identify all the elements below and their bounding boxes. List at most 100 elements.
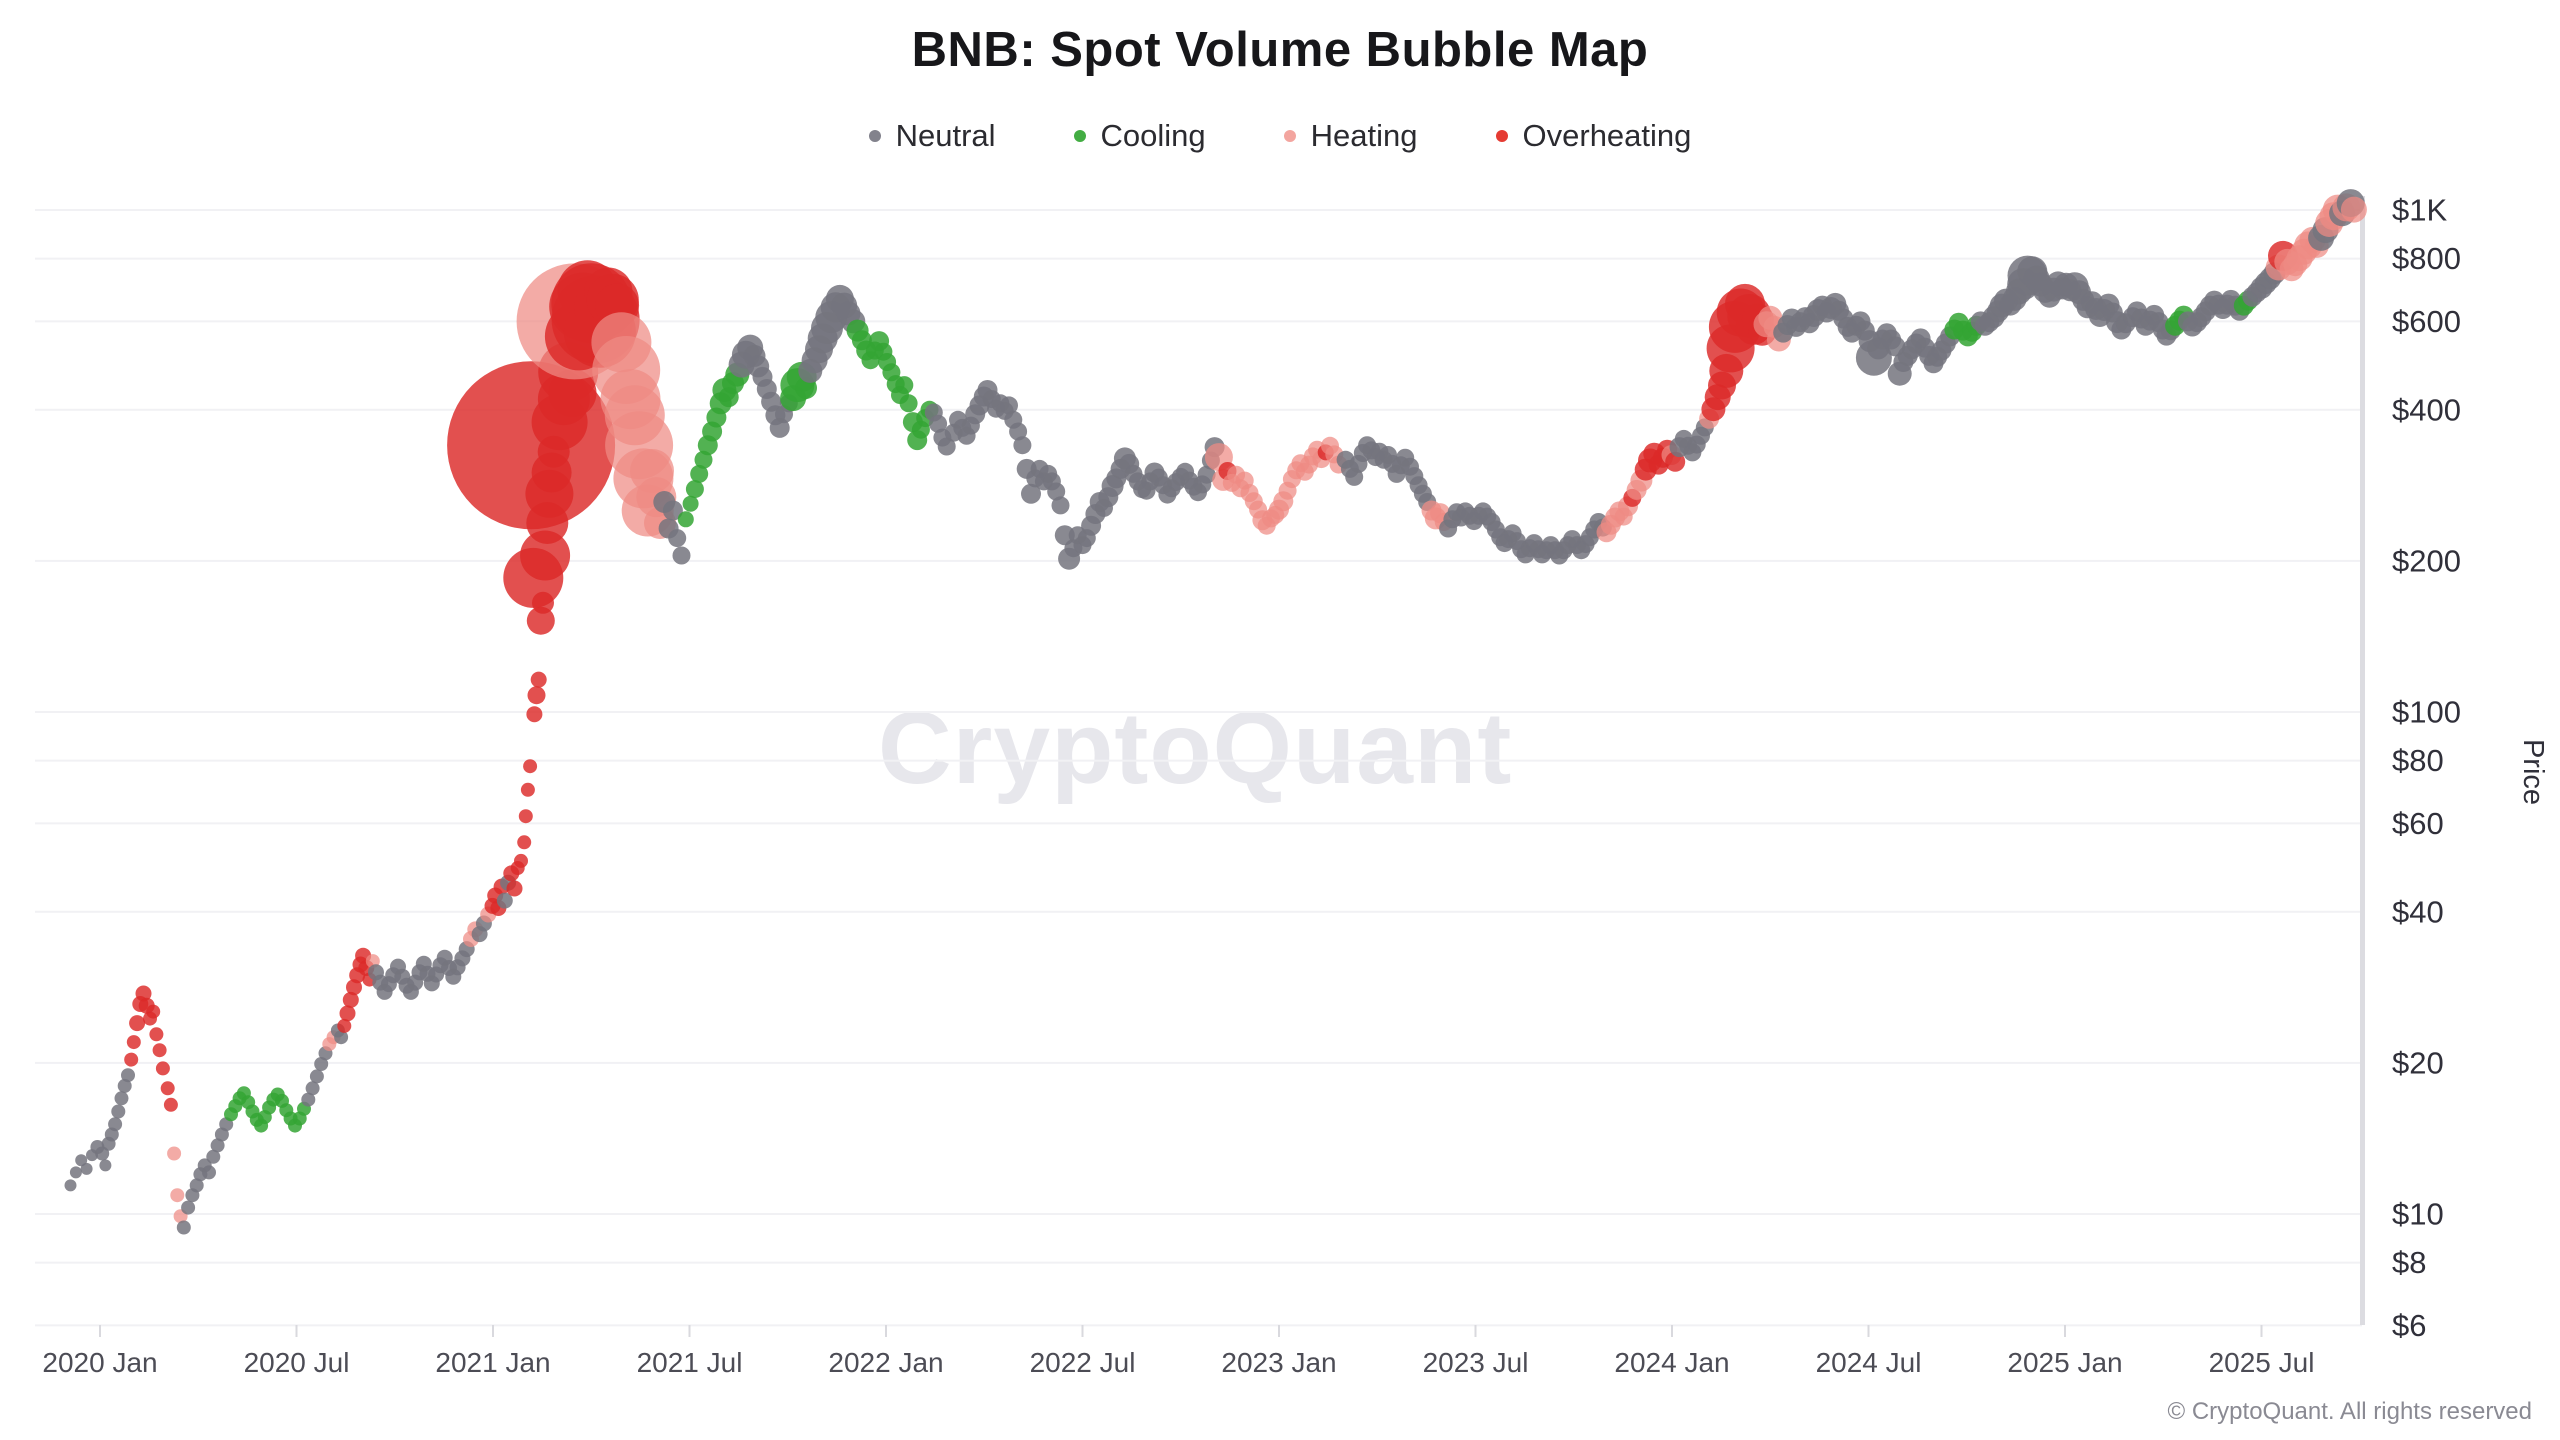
bubble-neutral xyxy=(111,1104,126,1119)
y-tick-label: $8 xyxy=(2392,1245,2426,1280)
bubble-cooling xyxy=(899,394,918,413)
bubble-overheating xyxy=(129,1015,146,1032)
bubble-overheating xyxy=(337,1018,352,1033)
bubble-cooling xyxy=(690,464,709,483)
bubble-neutral xyxy=(1013,436,1032,455)
bubble-overheating xyxy=(135,985,152,1002)
legend-item-neutral[interactable]: Neutral xyxy=(868,118,996,154)
bubble-overheating xyxy=(342,991,359,1008)
bubble-neutral xyxy=(937,437,956,456)
bubble-neutral xyxy=(181,1200,196,1215)
x-tick-label: 2022 Jan xyxy=(828,1347,943,1378)
bubble-neutral xyxy=(1051,496,1070,515)
bubble-overheating xyxy=(124,1052,139,1067)
bubble-overheating xyxy=(520,782,535,797)
y-tick-label: $200 xyxy=(2392,543,2461,578)
bubble-neutral xyxy=(309,1069,324,1084)
y-tick-label: $100 xyxy=(2392,695,2461,730)
bubble-overheating xyxy=(532,591,554,614)
bubble-cooling xyxy=(895,376,914,395)
bubble-neutral xyxy=(1047,482,1066,501)
y-tick-label: $40 xyxy=(2392,894,2444,929)
chart-legend: Neutral Cooling Heating Overheating xyxy=(0,118,2560,154)
bubble-overheating xyxy=(548,369,597,417)
bubble-neutral xyxy=(314,1057,329,1071)
y-axis-labels: $1K $800 $600 $400 $200 $100 $80 $60 $40 $20 $10 $8… xyxy=(2392,193,2549,1343)
bubble-overheating xyxy=(520,530,571,581)
y-tick-label: $80 xyxy=(2392,743,2444,778)
bubble-overheating xyxy=(152,1043,167,1058)
bubble-neutral xyxy=(929,414,948,433)
bubble-overheating xyxy=(160,1081,175,1096)
bubble-heating xyxy=(167,1146,182,1161)
legend-item-heating[interactable]: Heating xyxy=(1283,118,1418,154)
legend-dot-icon xyxy=(1495,130,1508,142)
legend-dot-icon xyxy=(1283,130,1296,142)
x-tick-label: 2023 Jan xyxy=(1221,1347,1336,1378)
bubble-overheating xyxy=(155,1061,170,1076)
legend-label: Cooling xyxy=(1100,118,1206,153)
y-tick-label: $20 xyxy=(2392,1045,2444,1080)
bubble-overheating xyxy=(514,853,528,868)
bubble-neutral xyxy=(1021,483,1041,504)
y-tick-label: $6 xyxy=(2392,1308,2426,1343)
bubble-overheating xyxy=(523,759,538,774)
bubble-overheating xyxy=(126,1035,141,1050)
bubble-overheating xyxy=(530,671,547,688)
bubble-neutral xyxy=(668,529,687,548)
legend-item-overheating[interactable]: Overheating xyxy=(1495,118,1692,154)
y-gridlines xyxy=(35,209,2362,1327)
bubble-neutral xyxy=(305,1081,320,1096)
legend-label: Heating xyxy=(1310,118,1418,153)
bubble-overheating xyxy=(146,1004,161,1019)
bubble-overheating xyxy=(526,606,555,635)
bubble-neutral xyxy=(301,1092,316,1107)
bubble-overheating xyxy=(526,706,543,723)
y-tick-label: $1K xyxy=(2392,193,2447,228)
y-axis-title: Price xyxy=(2517,739,2549,805)
bubble-neutral xyxy=(210,1138,225,1153)
bubble-neutral xyxy=(206,1149,221,1164)
bubble-cooling xyxy=(682,495,699,512)
bubbles xyxy=(64,189,2367,1235)
bubble-overheating xyxy=(506,880,523,897)
bubble-neutral xyxy=(117,1078,132,1093)
x-tick-label: 2020 Jul xyxy=(244,1347,350,1378)
bubble-overheating xyxy=(163,1097,178,1112)
bubble-overheating xyxy=(527,686,546,705)
bubble-neutral xyxy=(189,1178,204,1193)
bubble-neutral xyxy=(496,892,513,909)
axis-lines xyxy=(99,196,2365,1337)
bubble-neutral xyxy=(662,500,683,521)
bubble-neutral xyxy=(176,1220,191,1235)
bubble-neutral xyxy=(114,1091,129,1106)
bubble-neutral xyxy=(1009,422,1028,441)
bubble-neutral xyxy=(75,1154,88,1167)
bubble-cooling xyxy=(685,480,704,499)
x-tick-label: 2023 Jul xyxy=(1423,1347,1529,1378)
bubble-neutral xyxy=(202,1165,216,1180)
chart-title: BNB: Spot Volume Bubble Map xyxy=(911,23,1649,77)
x-tick-label: 2024 Jul xyxy=(1816,1347,1922,1378)
legend-dot-icon xyxy=(868,130,881,142)
x-tick-label: 2025 Jan xyxy=(2007,1347,2122,1378)
legend-dot-icon xyxy=(1073,130,1086,142)
bubble-overheating xyxy=(517,835,532,850)
bubble-neutral xyxy=(1197,465,1216,484)
bubble-neutral xyxy=(64,1179,77,1192)
bubble-neutral xyxy=(1000,396,1018,415)
y-tick-label: $10 xyxy=(2392,1197,2444,1232)
x-tick-label: 2021 Jan xyxy=(435,1347,550,1378)
legend-item-cooling[interactable]: Cooling xyxy=(1073,118,1206,154)
y-tick-label: $60 xyxy=(2392,806,2444,841)
legend-label: Overheating xyxy=(1522,118,1692,153)
watermark: CryptoQuant xyxy=(878,691,1513,805)
x-axis-labels: 2020 Jan 2020 Jul 2021 Jan 2021 Jul 2022 Jan… xyxy=(42,1347,2314,1378)
x-tick-label: 2021 Jul xyxy=(637,1347,743,1378)
x-tick-label: 2022 Jul xyxy=(1030,1347,1136,1378)
bubble-heating xyxy=(2340,196,2367,223)
y-tick-label: $600 xyxy=(2392,304,2461,339)
bubble-heating xyxy=(170,1188,185,1203)
